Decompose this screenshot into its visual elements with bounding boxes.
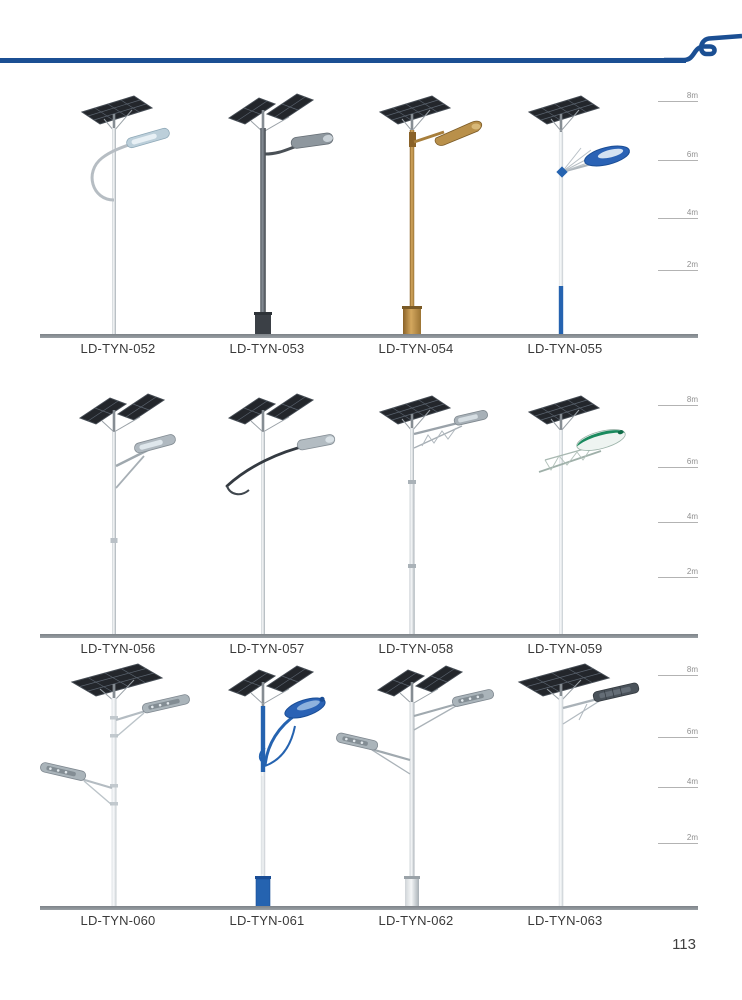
product-figure-ld-tyn-059 [483,388,647,636]
brand-s-logo [664,33,742,63]
height-scale-label: 2m [686,567,698,576]
product-model-label: LD-TYN-061 [229,913,305,928]
product-figure-ld-tyn-061 [185,660,349,908]
product-figure-ld-tyn-052 [36,88,200,336]
product-figure-ld-tyn-058 [334,388,498,636]
height-scale-tick: 8m [658,395,698,406]
lamp-illustration-ld-tyn-052 [80,95,170,336]
height-scale-label: 6m [686,457,698,466]
catalog-row: LD-TYN-056 LD-TYN-057 LD-TYN-058 LD-TYN-… [40,388,698,660]
product-model-label: LD-TYN-053 [229,341,305,356]
catalog-row: LD-TYN-060 LD-TYN-061 LD-TYN-062 LD-TYN-… [40,660,698,932]
page-number: 113 [672,936,696,953]
product-figure-ld-tyn-053 [185,88,349,336]
height-scale-tick: 4m [658,512,698,523]
product-figure-ld-tyn-060 [36,660,200,908]
product-model-label: LD-TYN-057 [229,641,305,656]
product-model-label: LD-TYN-063 [527,913,603,928]
height-scale-tick: 4m [658,777,698,788]
height-scale-tick: 2m [658,260,698,271]
product-model-label: LD-TYN-054 [378,341,454,356]
lamp-illustration-ld-tyn-059 [527,395,626,636]
lamp-illustration-ld-tyn-057 [225,393,336,636]
height-scale-tick: 6m [658,457,698,468]
lamp-illustration-ld-tyn-061 [227,665,326,908]
product-figure-ld-tyn-063 [483,660,647,908]
product-figure-ld-tyn-055 [483,88,647,336]
product-model-label: LD-TYN-059 [527,641,603,656]
height-scale-label: 6m [686,150,698,159]
product-model-label: LD-TYN-052 [80,341,156,356]
height-scale-label: 4m [686,208,698,217]
product-model-label: LD-TYN-058 [378,641,454,656]
height-scale-tick: 6m [658,150,698,161]
lamp-illustration-ld-tyn-053 [227,93,334,336]
height-scale-label: 6m [686,727,698,736]
ground-bar [40,906,698,910]
product-figure-ld-tyn-054 [334,88,498,336]
product-model-label: LD-TYN-062 [378,913,454,928]
height-scale-label: 8m [686,395,698,404]
product-figure-ld-tyn-057 [185,388,349,636]
product-figure-ld-tyn-062 [334,660,498,908]
height-scale-tick: 6m [658,727,698,738]
height-scale-tick: 2m [658,567,698,578]
lamp-illustration-ld-tyn-058 [378,395,488,636]
product-model-label: LD-TYN-056 [80,641,156,656]
ground-bar [40,634,698,638]
product-model-label: LD-TYN-055 [527,341,603,356]
height-scale-tick: 2m [658,833,698,844]
height-scale-tick: 4m [658,208,698,219]
ground-bar [40,334,698,338]
lamp-illustration-ld-tyn-063 [517,663,640,908]
lamp-illustration-ld-tyn-062 [336,665,495,908]
height-scale-label: 8m [686,665,698,674]
height-scale-label: 4m [686,777,698,786]
product-figure-ld-tyn-056 [36,388,200,636]
height-scale-label: 8m [686,91,698,100]
catalog-row: LD-TYN-052 LD-TYN-053 LD-TYN-054 LD-TYN-… [40,88,698,360]
height-scale-tick: 8m [658,665,698,676]
product-model-label: LD-TYN-060 [80,913,156,928]
height-scale-tick: 8m [658,91,698,102]
height-scale-label: 2m [686,260,698,269]
lamp-illustration-ld-tyn-056 [78,393,176,636]
lamp-illustration-ld-tyn-060 [40,663,190,908]
height-scale-label: 4m [686,512,698,521]
lamp-illustration-ld-tyn-055 [527,95,630,336]
height-scale-label: 2m [686,833,698,842]
header-rule [0,58,686,63]
lamp-illustration-ld-tyn-054 [378,95,483,336]
